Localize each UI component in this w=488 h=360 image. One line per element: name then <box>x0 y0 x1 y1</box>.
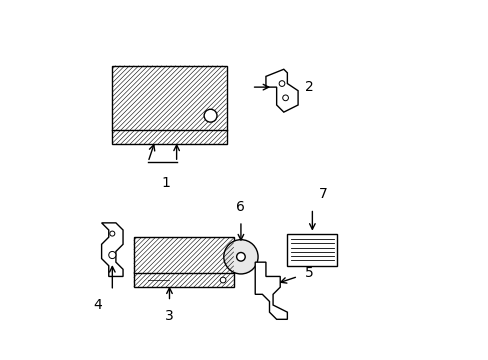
Circle shape <box>279 81 285 86</box>
Text: 4: 4 <box>94 298 102 312</box>
Polygon shape <box>102 223 123 276</box>
Circle shape <box>203 109 217 122</box>
Bar <box>112 66 226 144</box>
Text: 6: 6 <box>236 200 245 214</box>
Circle shape <box>236 252 244 261</box>
Circle shape <box>282 95 288 101</box>
Bar <box>134 237 233 287</box>
Circle shape <box>220 277 225 283</box>
Polygon shape <box>255 262 287 319</box>
Text: 1: 1 <box>161 176 170 190</box>
Circle shape <box>110 231 115 236</box>
Text: 5: 5 <box>305 266 313 280</box>
FancyBboxPatch shape <box>287 234 337 266</box>
Circle shape <box>108 251 116 258</box>
Text: 2: 2 <box>305 80 313 94</box>
Text: 3: 3 <box>165 309 174 323</box>
Text: 7: 7 <box>318 188 327 202</box>
Polygon shape <box>265 69 298 112</box>
Circle shape <box>224 240 258 274</box>
